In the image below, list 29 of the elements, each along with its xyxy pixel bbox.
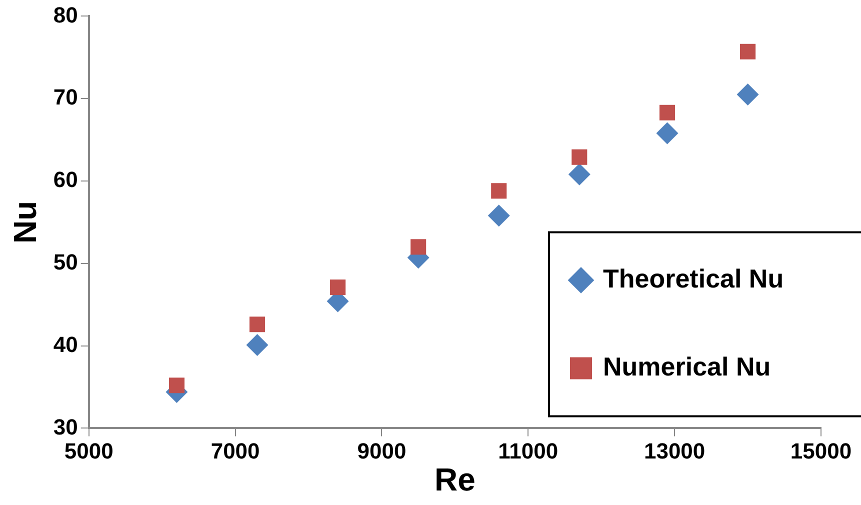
x-tick-label: 7000 [210, 438, 260, 464]
point [168, 378, 185, 394]
x-axis-title: Re [434, 462, 476, 498]
point [249, 316, 266, 332]
point [410, 239, 426, 255]
point [246, 334, 268, 356]
y-tick-label: 60 [53, 167, 78, 192]
x-tick-label: 11000 [498, 438, 558, 464]
point [572, 149, 588, 165]
y-tick-label: 30 [53, 414, 78, 440]
point [488, 204, 510, 227]
x-tick-label: 5000 [64, 438, 114, 464]
point [740, 44, 756, 60]
point [330, 280, 346, 296]
point [656, 122, 678, 144]
y-tick-label: 70 [53, 84, 78, 110]
point [568, 163, 590, 186]
y-tick-label: 80 [53, 2, 78, 28]
x-tick-label: 13000 [644, 438, 706, 464]
legend-label: Numerical Nu [603, 351, 771, 382]
y-tick-label: 50 [53, 249, 78, 274]
y-tick-label: 40 [53, 332, 78, 357]
x-tick-label: 9000 [357, 438, 406, 464]
point [659, 104, 676, 120]
point [736, 83, 759, 106]
y-axis-title: Nu [7, 200, 44, 244]
legend-label: Theoretical Nu [603, 263, 784, 294]
point [491, 183, 507, 199]
x-tick-label: 15000 [790, 438, 852, 464]
